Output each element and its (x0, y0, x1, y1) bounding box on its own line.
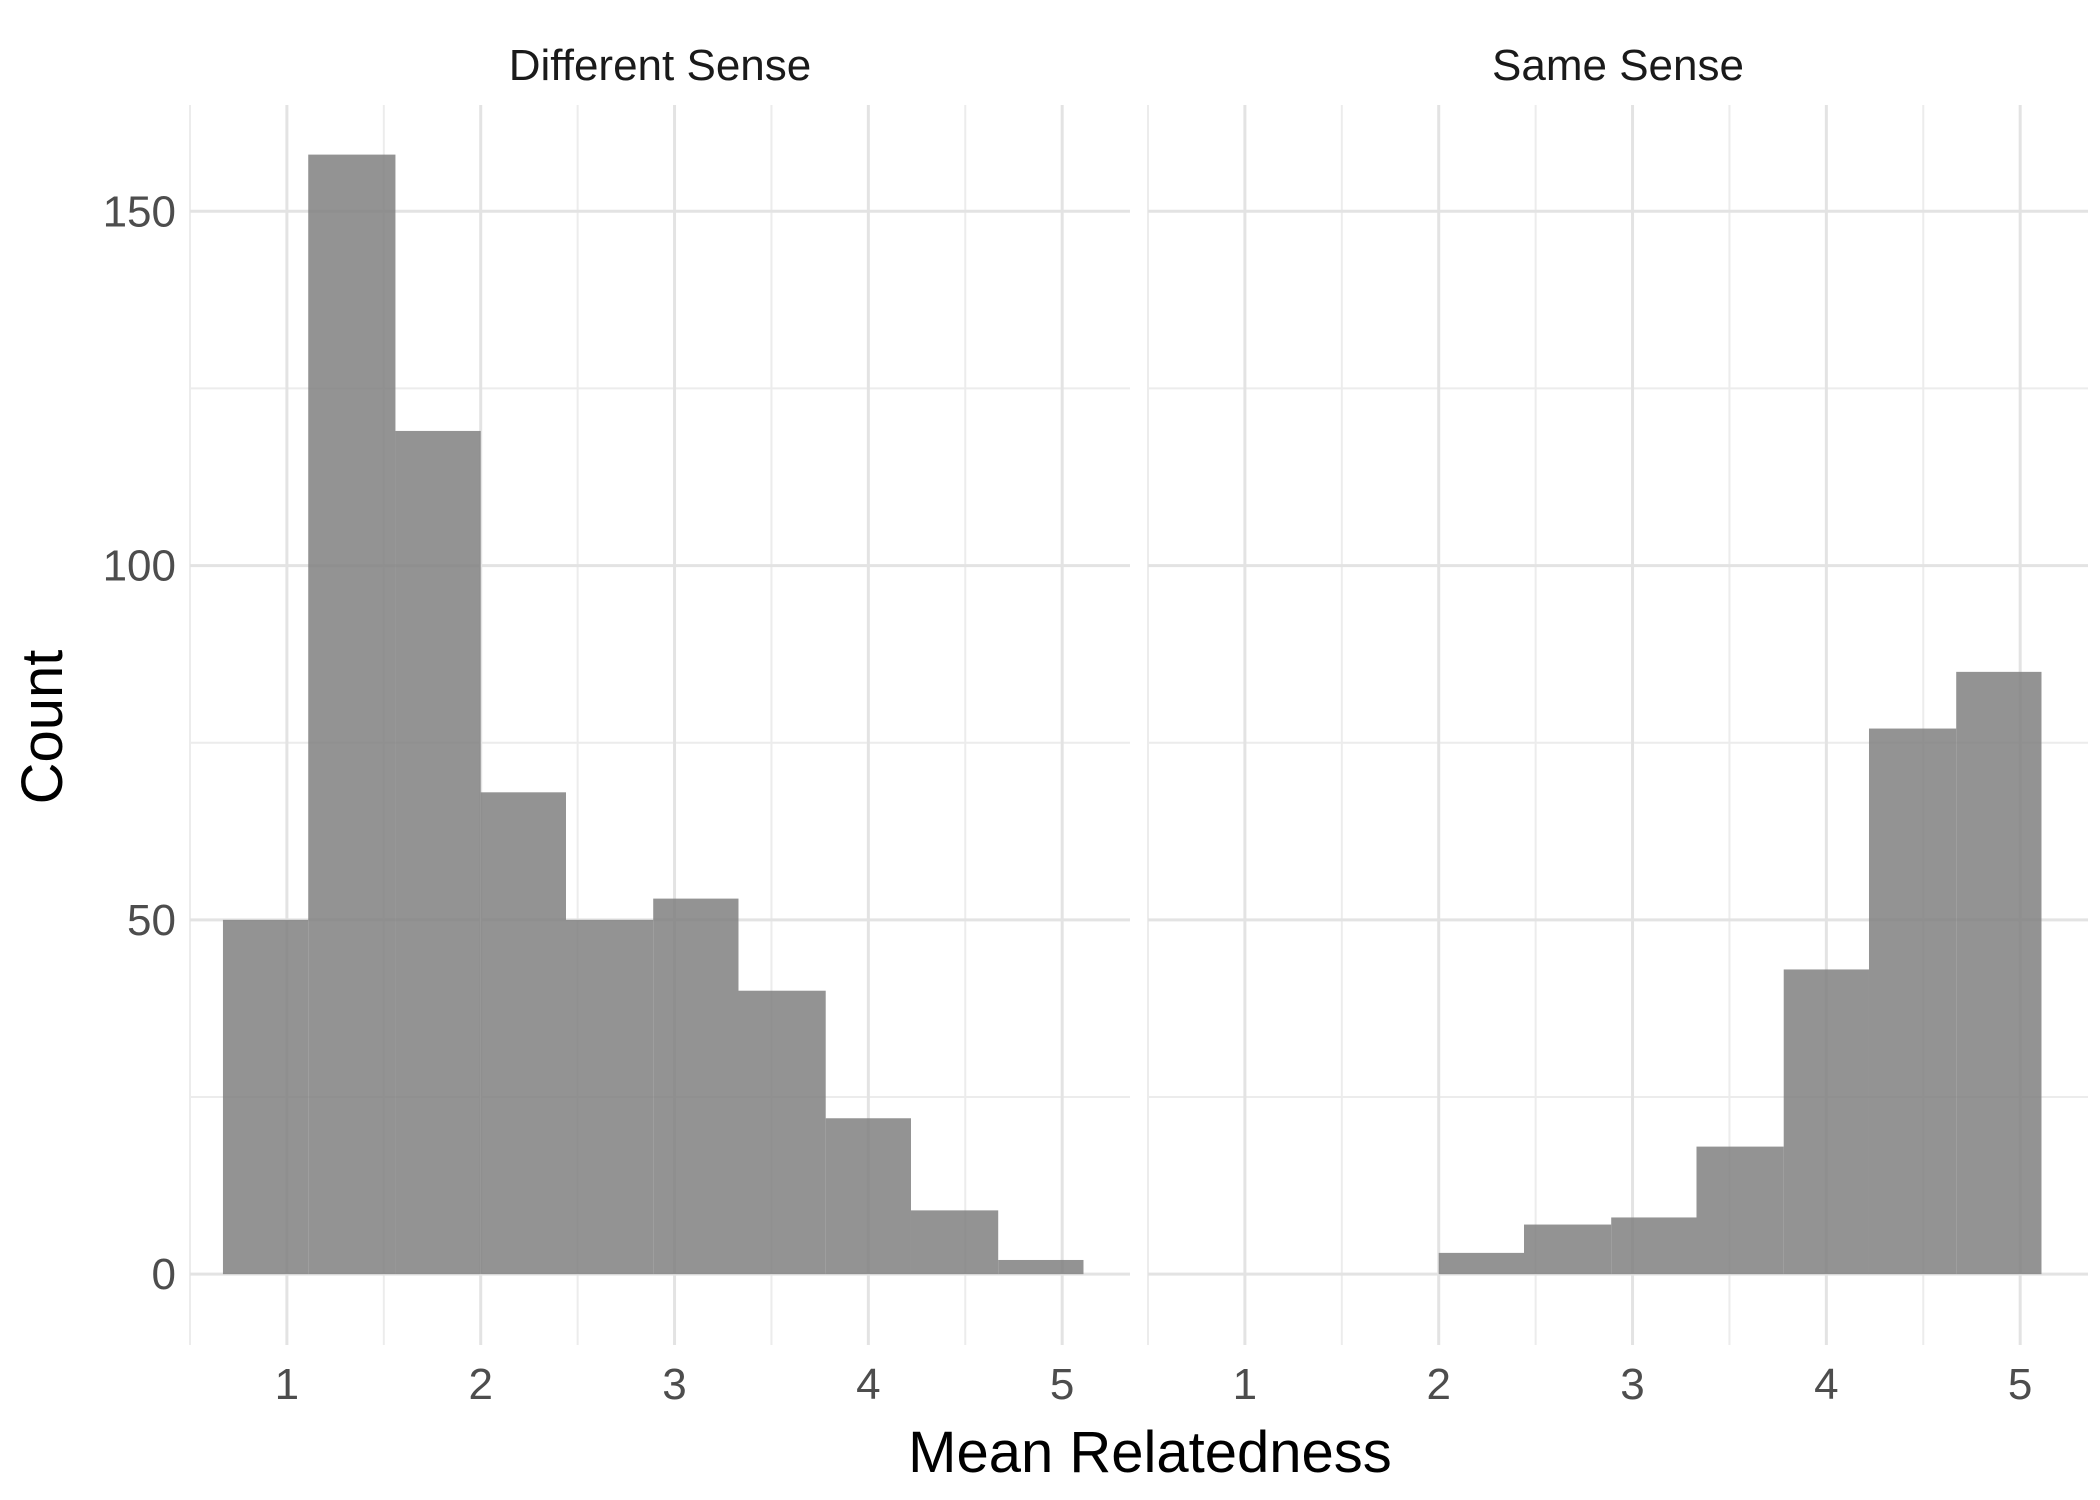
y-tick-label: 100 (103, 542, 176, 591)
y-tick-label: 50 (127, 896, 176, 945)
facet-strip-label: Different Sense (509, 41, 811, 90)
histogram-bar (738, 990, 826, 1275)
x-tick-label: 3 (1620, 1360, 1644, 1409)
x-tick-label: 1 (275, 1360, 299, 1409)
histogram-bar (653, 898, 739, 1275)
facet-panels: Different Sense Same Sense (189, 41, 2088, 1345)
x-tick-label: 4 (1814, 1360, 1838, 1409)
x-tick-label: 3 (662, 1360, 686, 1409)
y-axis: 0 50 100 150 (103, 187, 176, 1299)
y-tick-label: 150 (103, 187, 176, 236)
facet-panel: Same Sense (1147, 41, 2088, 1345)
facet-strip-label: Same Sense (1492, 41, 1744, 90)
x-tick-label: 4 (856, 1360, 880, 1409)
histogram-bar (998, 1259, 1084, 1275)
histogram-bar (1611, 1217, 1697, 1275)
histogram-bar (1783, 969, 1869, 1275)
histogram-bar (566, 919, 654, 1275)
y-axis-title: Count (10, 650, 75, 805)
x-tick-label: 2 (468, 1360, 492, 1409)
x-tick-label: 5 (2008, 1360, 2032, 1409)
x-axis-title: Mean Relatedness (908, 1420, 1392, 1485)
histogram-bar (222, 919, 309, 1275)
histogram-bar (825, 1118, 911, 1275)
histogram-bar (1868, 728, 1957, 1275)
histogram-bar (1696, 1146, 1784, 1275)
x-tick-label: 1 (1233, 1360, 1257, 1409)
histogram-bar (910, 1210, 999, 1275)
x-axis: 1 2 3 4 5 1 2 3 4 5 (275, 1360, 2033, 1409)
histogram-bar (1438, 1252, 1524, 1275)
x-tick-label: 2 (1426, 1360, 1450, 1409)
facet-panel: Different Sense (189, 41, 1130, 1345)
histogram-bar (1956, 671, 2042, 1275)
histogram-bar (1524, 1224, 1612, 1275)
x-tick-label: 5 (1050, 1360, 1074, 1409)
histogram-bar (480, 792, 566, 1275)
histogram-bar (395, 430, 481, 1275)
y-tick-label: 0 (152, 1250, 176, 1299)
histogram-bar (308, 154, 396, 1275)
